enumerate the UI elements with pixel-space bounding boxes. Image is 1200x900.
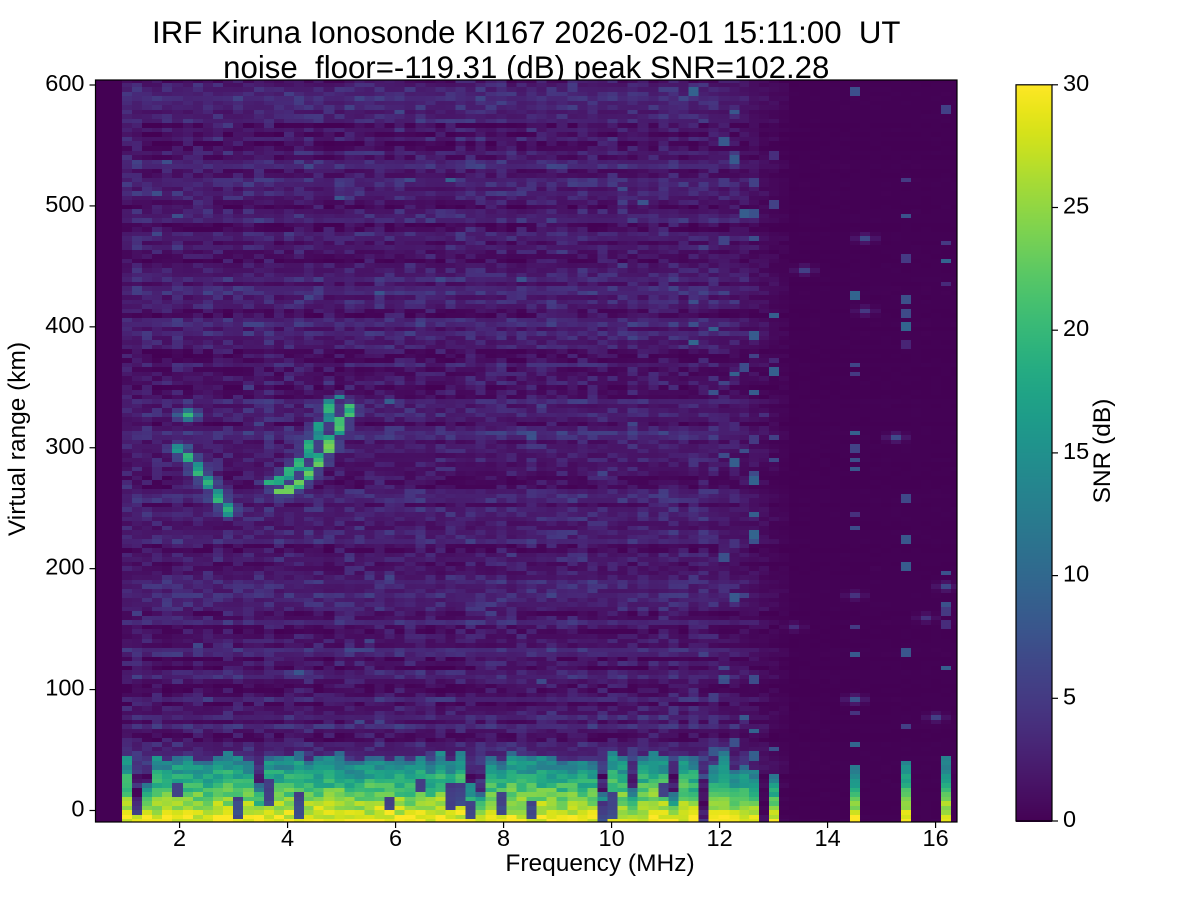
svg-text:0: 0: [1063, 806, 1076, 832]
svg-text:25: 25: [1063, 193, 1089, 219]
svg-text:10: 10: [1063, 561, 1089, 587]
svg-text:15: 15: [1063, 438, 1089, 464]
svg-text:30: 30: [1063, 70, 1089, 96]
svg-text:20: 20: [1063, 315, 1089, 341]
svg-text:5: 5: [1063, 683, 1076, 709]
